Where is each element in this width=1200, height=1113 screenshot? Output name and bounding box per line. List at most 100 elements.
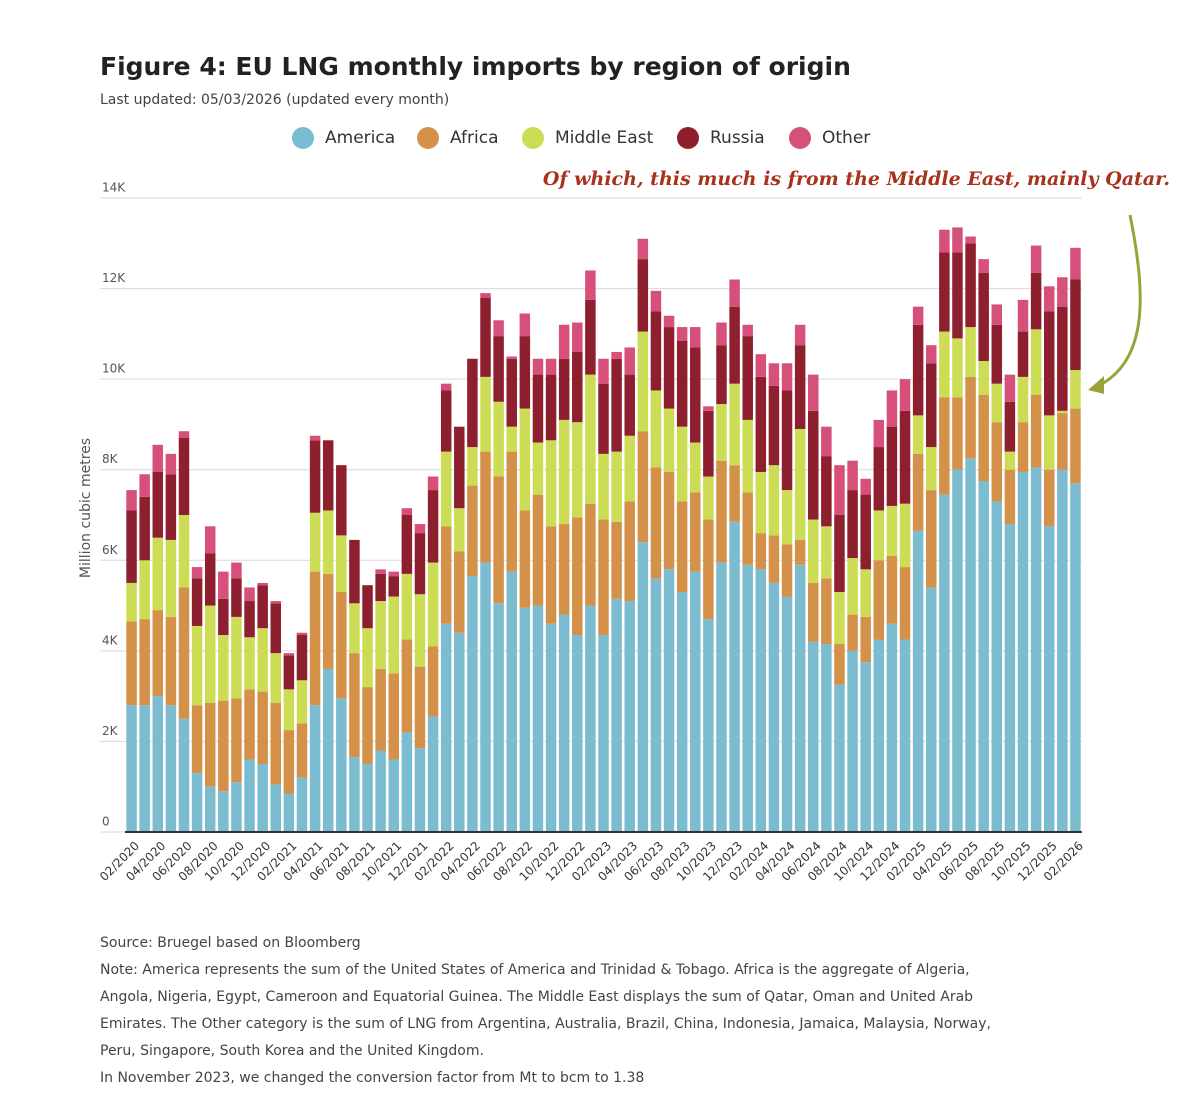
bar-segment (847, 558, 858, 615)
bar-segment (480, 297, 491, 377)
bar-segment (493, 603, 504, 832)
bar-segment (572, 422, 583, 518)
bar-segment (572, 322, 583, 352)
bar-segment (218, 791, 229, 832)
bar-segment (755, 471, 767, 534)
bar-segment (139, 474, 150, 497)
bar-segment (204, 553, 216, 606)
bar-segment (257, 691, 268, 765)
bar-segment (886, 390, 898, 427)
bar-segment (244, 689, 255, 760)
bar-segment (165, 474, 177, 540)
bar-segment (1070, 483, 1081, 832)
bar-segment (886, 555, 898, 624)
bar-segment (676, 327, 688, 341)
bar-segment (899, 567, 911, 640)
bar-segment (309, 705, 321, 832)
chart-title: Figure 4: EU LNG monthly imports by regi… (100, 52, 851, 81)
bar-segment (414, 748, 426, 832)
bar-segment (375, 569, 386, 574)
bar-segment (506, 571, 517, 832)
bar-segment (270, 601, 282, 604)
bar-segment (676, 591, 688, 832)
source: Source: Bruegel based on Bloomberg (100, 935, 361, 951)
bar-segment (545, 440, 557, 527)
y-tick-label: 12K (102, 271, 126, 285)
bar-segment (178, 515, 190, 588)
bar-segment (1004, 401, 1016, 452)
bar-segment (703, 406, 714, 411)
bar-segment (742, 492, 753, 565)
bar-segment (296, 680, 308, 724)
bar-segment (440, 390, 452, 452)
note-line: Peru, Singapore, South Korea and the Uni… (100, 1043, 484, 1059)
bar-segment (729, 306, 740, 384)
bar-segment (781, 363, 793, 391)
bar-segment (729, 383, 740, 466)
bar-segment (650, 311, 662, 391)
bar-segment (781, 390, 793, 491)
bar-segment (703, 519, 714, 620)
bar-segment (1043, 469, 1055, 527)
annotation-arrow (1097, 214, 1142, 388)
bar-segment (873, 447, 885, 511)
bar-segment (440, 526, 452, 624)
bar-segment (467, 447, 478, 486)
bar-segment (873, 560, 885, 640)
bar-segment (768, 535, 780, 583)
bar-segment (349, 757, 360, 832)
legend-label: Russia (710, 128, 765, 148)
bar-segment (558, 358, 570, 420)
bar-segment (1043, 415, 1055, 470)
bar-segment (427, 716, 439, 832)
bar-segment (755, 354, 767, 377)
bar-segment (414, 524, 426, 534)
bar-segment (545, 358, 557, 375)
bar-segment (218, 700, 229, 792)
bar-segment (1057, 469, 1068, 832)
bar-segment (912, 415, 924, 454)
bar-segment (519, 336, 531, 409)
bar-segment (427, 490, 439, 563)
y-tick-label: 0 (102, 815, 110, 829)
bar-segment (650, 467, 662, 579)
bar-segment (270, 603, 282, 654)
bar-segment (834, 591, 845, 645)
bar-segment (388, 576, 399, 597)
bar-segment (558, 419, 570, 525)
bar-segment (362, 628, 373, 688)
bar-segment (1017, 471, 1029, 832)
bar-segment (375, 750, 386, 832)
bar-segment (650, 578, 662, 832)
bar-segment (362, 585, 373, 629)
bar-segment (585, 299, 596, 375)
bar-segment (126, 490, 137, 511)
bar-segment (808, 519, 819, 583)
bar-segment (742, 564, 753, 832)
bar-segment (1057, 413, 1068, 470)
bar-segment (532, 358, 544, 375)
bar-segment (716, 404, 727, 461)
bar-segment (939, 397, 950, 495)
bar-segment (1057, 410, 1068, 414)
bar-segment (218, 635, 229, 701)
bar-segment (860, 569, 871, 617)
bar-segment (165, 616, 177, 706)
bar-segment (742, 419, 753, 493)
annotation-arrowhead (1088, 376, 1104, 394)
bar-segment (231, 562, 242, 579)
bar-segment (493, 401, 504, 477)
bar-segment (165, 453, 177, 475)
bar-segment (952, 469, 963, 832)
note-line: Angola, Nigeria, Egypt, Cameroon and Equ… (100, 989, 973, 1005)
bar-segment (375, 601, 386, 669)
bar-segment (965, 376, 976, 459)
bar-segment (152, 696, 164, 832)
bar-segment (152, 444, 164, 472)
note-line: In November 2023, we changed the convers… (100, 1070, 644, 1086)
bar-segment (703, 476, 714, 520)
bar-segment (794, 324, 806, 346)
bar-segment (165, 539, 177, 617)
bar-segment (362, 764, 373, 832)
bar-segment (401, 573, 413, 640)
